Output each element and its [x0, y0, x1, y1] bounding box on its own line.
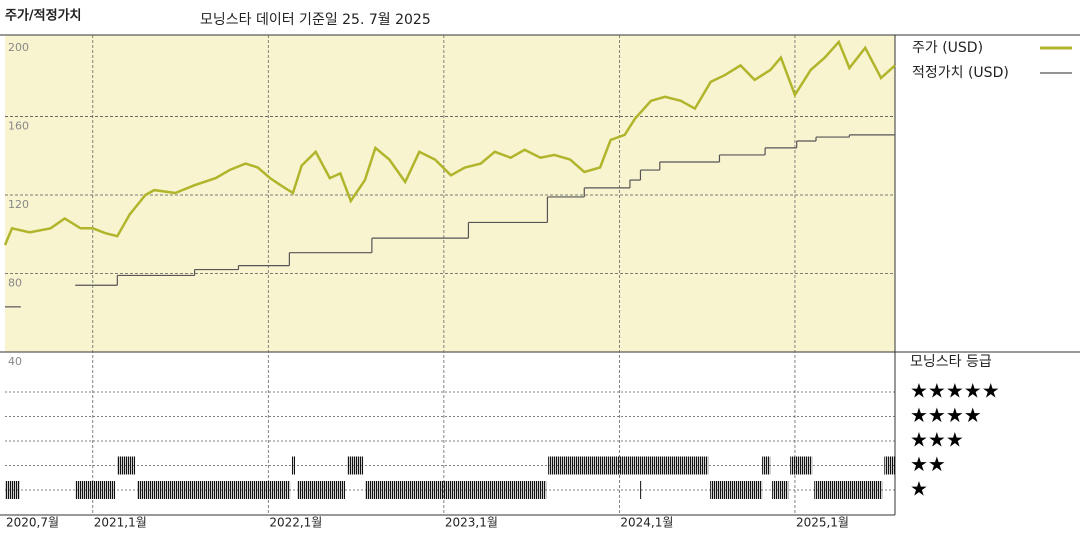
- chart-subtitle: 모닝스타 데이터 기준일 25. 7월 2025: [200, 12, 431, 28]
- rating-period: [292, 456, 295, 475]
- y-tick-label: 80: [8, 276, 22, 289]
- rating-period: [548, 456, 709, 475]
- x-tick-label: 2023,1월: [445, 516, 498, 530]
- rating-title: 모닝스타 등급: [910, 354, 992, 370]
- legend-label: 적정가치 (USD): [912, 65, 1009, 81]
- rating-period: [814, 481, 883, 499]
- chart-title: 주가/적정가치: [5, 8, 82, 24]
- y-tick-label: 200: [8, 41, 29, 54]
- rating-label: ★★★: [910, 428, 964, 452]
- legend-label: 주가 (USD): [912, 40, 983, 56]
- rating-label: ★★★★★: [910, 379, 1000, 403]
- rating-period: [137, 481, 291, 499]
- rating-period: [365, 481, 547, 499]
- rating-period: [116, 456, 136, 475]
- rating-period: [790, 456, 813, 475]
- x-tick-label: 2022,1월: [269, 516, 322, 530]
- rating-period: [297, 481, 346, 499]
- rating-period: [710, 481, 763, 499]
- plot-background: [5, 35, 895, 352]
- rating-period: [5, 481, 20, 499]
- y-tick-label: 120: [8, 198, 29, 211]
- rating-label: ★★★★: [910, 403, 982, 427]
- x-tick-label: 2025,1월: [796, 516, 849, 530]
- rating-period: [762, 456, 771, 475]
- rating-period: [75, 481, 116, 499]
- rating-period: [772, 481, 789, 499]
- rating-period: [347, 456, 364, 475]
- rating-label: ★★: [910, 452, 946, 476]
- x-tick-label: 2020,7월: [6, 516, 59, 530]
- price-line: [3, 39, 896, 246]
- rating-period: [884, 456, 896, 475]
- rating-period: [640, 481, 642, 499]
- x-tick-label: 2024,1월: [620, 516, 673, 530]
- y-tick-label: 160: [8, 119, 29, 132]
- x-tick-label: 2021,1월: [94, 516, 147, 530]
- y-tick-label: 40: [8, 355, 22, 368]
- rating-label: ★: [910, 477, 928, 501]
